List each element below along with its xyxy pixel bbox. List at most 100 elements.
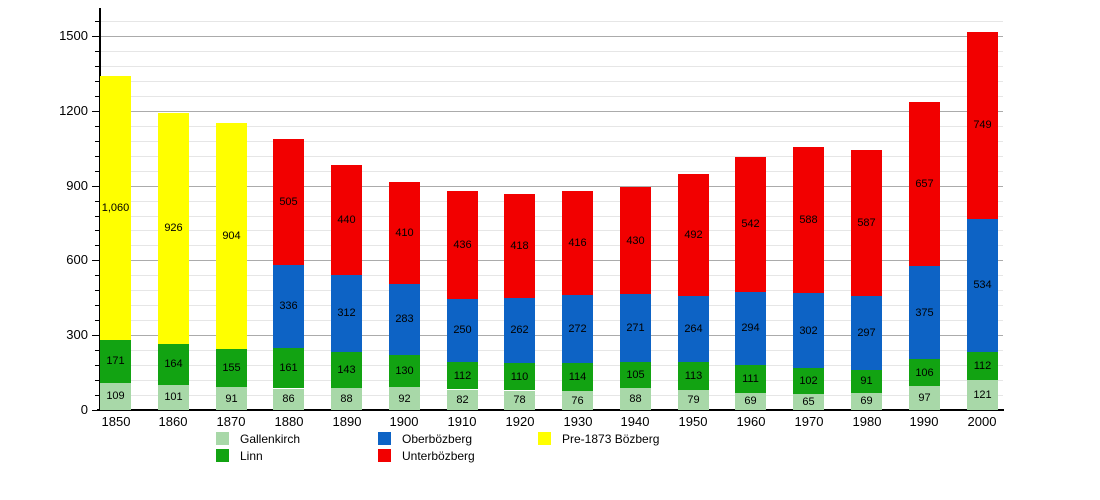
bar-segment-oberb-zberg-1890: 312 xyxy=(331,274,362,353)
bar-segment-gallenkirch-1930: 76 xyxy=(562,391,593,410)
bar-segment-unterb-zberg-1880: 505 xyxy=(273,138,304,265)
x-axis-label: 1870 xyxy=(216,414,246,429)
y-axis-tick xyxy=(92,111,100,112)
bar-segment-oberb-zberg-1980: 297 xyxy=(851,296,882,371)
y-axis-tick xyxy=(95,66,100,67)
bar-segment-gallenkirch-1850: 109 xyxy=(100,382,131,410)
bar-value-label: 410 xyxy=(395,226,414,239)
legend-swatch-oberb-zberg xyxy=(378,432,391,445)
x-axis-label: 1920 xyxy=(505,414,535,429)
y-axis-tick xyxy=(95,365,100,366)
bar-segment-gallenkirch-1910: 82 xyxy=(447,389,478,410)
bar-value-label: 416 xyxy=(568,236,587,249)
legend-swatch-unterb-zberg xyxy=(378,449,391,462)
bar-value-label: 264 xyxy=(684,323,703,336)
bar-segment-pre-1873-b-zberg-1850: 1,060 xyxy=(100,75,131,341)
bar-segment-unterb-zberg-2000: 749 xyxy=(967,32,998,219)
bar-value-label: 164 xyxy=(164,358,183,371)
bar-segment-oberb-zberg-1950: 264 xyxy=(678,296,709,363)
bar-segment-unterb-zberg-1910: 436 xyxy=(447,190,478,300)
x-axis-label: 1860 xyxy=(158,414,188,429)
bar-segment-oberb-zberg-1940: 271 xyxy=(620,294,651,362)
y-axis-tick xyxy=(95,81,100,82)
bar-value-label: 109 xyxy=(106,390,125,403)
legend-swatch-pre-1873-b-zberg xyxy=(538,432,551,445)
bar-value-label: 534 xyxy=(973,279,992,292)
bar-value-label: 271 xyxy=(626,322,645,335)
bar-value-label: 904 xyxy=(222,229,241,242)
bar-segment-oberb-zberg-2000: 534 xyxy=(967,218,998,352)
bar-segment-linn-1980: 91 xyxy=(851,370,882,393)
bar-segment-unterb-zberg-1990: 657 xyxy=(909,102,940,266)
gridline-minor xyxy=(101,66,1003,67)
y-axis-tick xyxy=(92,260,100,261)
bar-segment-linn-1990: 106 xyxy=(909,359,940,386)
bar-segment-oberb-zberg-1880: 336 xyxy=(273,264,304,349)
x-axis-label: 1990 xyxy=(909,414,939,429)
y-axis-tick xyxy=(92,186,100,187)
bar-segment-oberb-zberg-1960: 294 xyxy=(735,291,766,366)
bar-value-label: 76 xyxy=(571,394,584,407)
y-axis-tick xyxy=(95,290,100,291)
bar-value-label: 91 xyxy=(225,392,238,405)
x-axis-label: 1890 xyxy=(332,414,362,429)
bar-value-label: 492 xyxy=(684,228,703,241)
bar-segment-oberb-zberg-1990: 375 xyxy=(909,265,940,360)
bar-value-label: 430 xyxy=(626,234,645,247)
bar-segment-gallenkirch-1940: 88 xyxy=(620,388,651,410)
x-axis-line xyxy=(97,409,1004,411)
bar-value-label: 69 xyxy=(744,395,757,408)
bar-value-label: 283 xyxy=(395,313,414,326)
y-axis-tick xyxy=(95,320,100,321)
bar-value-label: 749 xyxy=(973,119,992,132)
bar-value-label: 143 xyxy=(337,364,356,377)
bar-value-label: 82 xyxy=(456,393,469,406)
legend-label: Pre-1873 Bözberg xyxy=(562,432,660,446)
bar-value-label: 297 xyxy=(857,327,876,340)
y-axis-tick xyxy=(95,126,100,127)
bar-segment-pre-1873-b-zberg-1860: 926 xyxy=(158,113,189,344)
bar-value-label: 312 xyxy=(337,307,356,320)
x-axis-label: 1900 xyxy=(389,414,419,429)
y-axis-tick xyxy=(95,141,100,142)
bar-value-label: 262 xyxy=(510,324,529,337)
bar-value-label: 78 xyxy=(513,394,526,407)
x-axis-label: 1880 xyxy=(274,414,304,429)
y-axis-tick xyxy=(95,245,100,246)
bar-value-label: 505 xyxy=(279,195,298,208)
bar-value-label: 106 xyxy=(915,366,934,379)
bar-value-label: 926 xyxy=(164,222,183,235)
bar-value-label: 336 xyxy=(279,300,298,313)
bar-value-label: 69 xyxy=(860,395,873,408)
y-axis-tick xyxy=(95,21,100,22)
bar-segment-linn-1850: 171 xyxy=(100,340,131,383)
legend-swatch-linn xyxy=(216,449,229,462)
legend-label: Oberbözberg xyxy=(402,432,473,446)
bar-value-label: 101 xyxy=(164,391,183,404)
y-axis-tick xyxy=(95,201,100,202)
y-axis-tick xyxy=(92,410,100,411)
bar-value-label: 92 xyxy=(398,392,411,405)
bar-segment-linn-1940: 105 xyxy=(620,361,651,389)
bar-segment-linn-1900: 130 xyxy=(389,354,420,387)
x-axis-label: 1960 xyxy=(736,414,766,429)
bar-value-label: 171 xyxy=(106,355,125,368)
bar-value-label: 155 xyxy=(222,361,241,374)
bar-segment-unterb-zberg-1890: 440 xyxy=(331,164,362,275)
bar-segment-gallenkirch-1980: 69 xyxy=(851,392,882,410)
bar-value-label: 86 xyxy=(282,393,295,406)
bar-segment-gallenkirch-1890: 88 xyxy=(331,388,362,410)
bar-value-label: 88 xyxy=(629,393,642,406)
x-axis-label: 1910 xyxy=(447,414,477,429)
y-axis-tick xyxy=(95,96,100,97)
bar-segment-oberb-zberg-1920: 262 xyxy=(504,297,535,364)
y-axis-tick xyxy=(92,36,100,37)
x-axis-label: 1970 xyxy=(794,414,824,429)
bar-segment-gallenkirch-1960: 69 xyxy=(735,392,766,410)
bar-value-label: 436 xyxy=(453,238,472,251)
bar-value-label: 114 xyxy=(568,370,587,383)
bar-segment-unterb-zberg-1970: 588 xyxy=(793,146,824,294)
bar-value-label: 657 xyxy=(915,177,934,190)
y-axis-label: 900 xyxy=(66,178,88,193)
